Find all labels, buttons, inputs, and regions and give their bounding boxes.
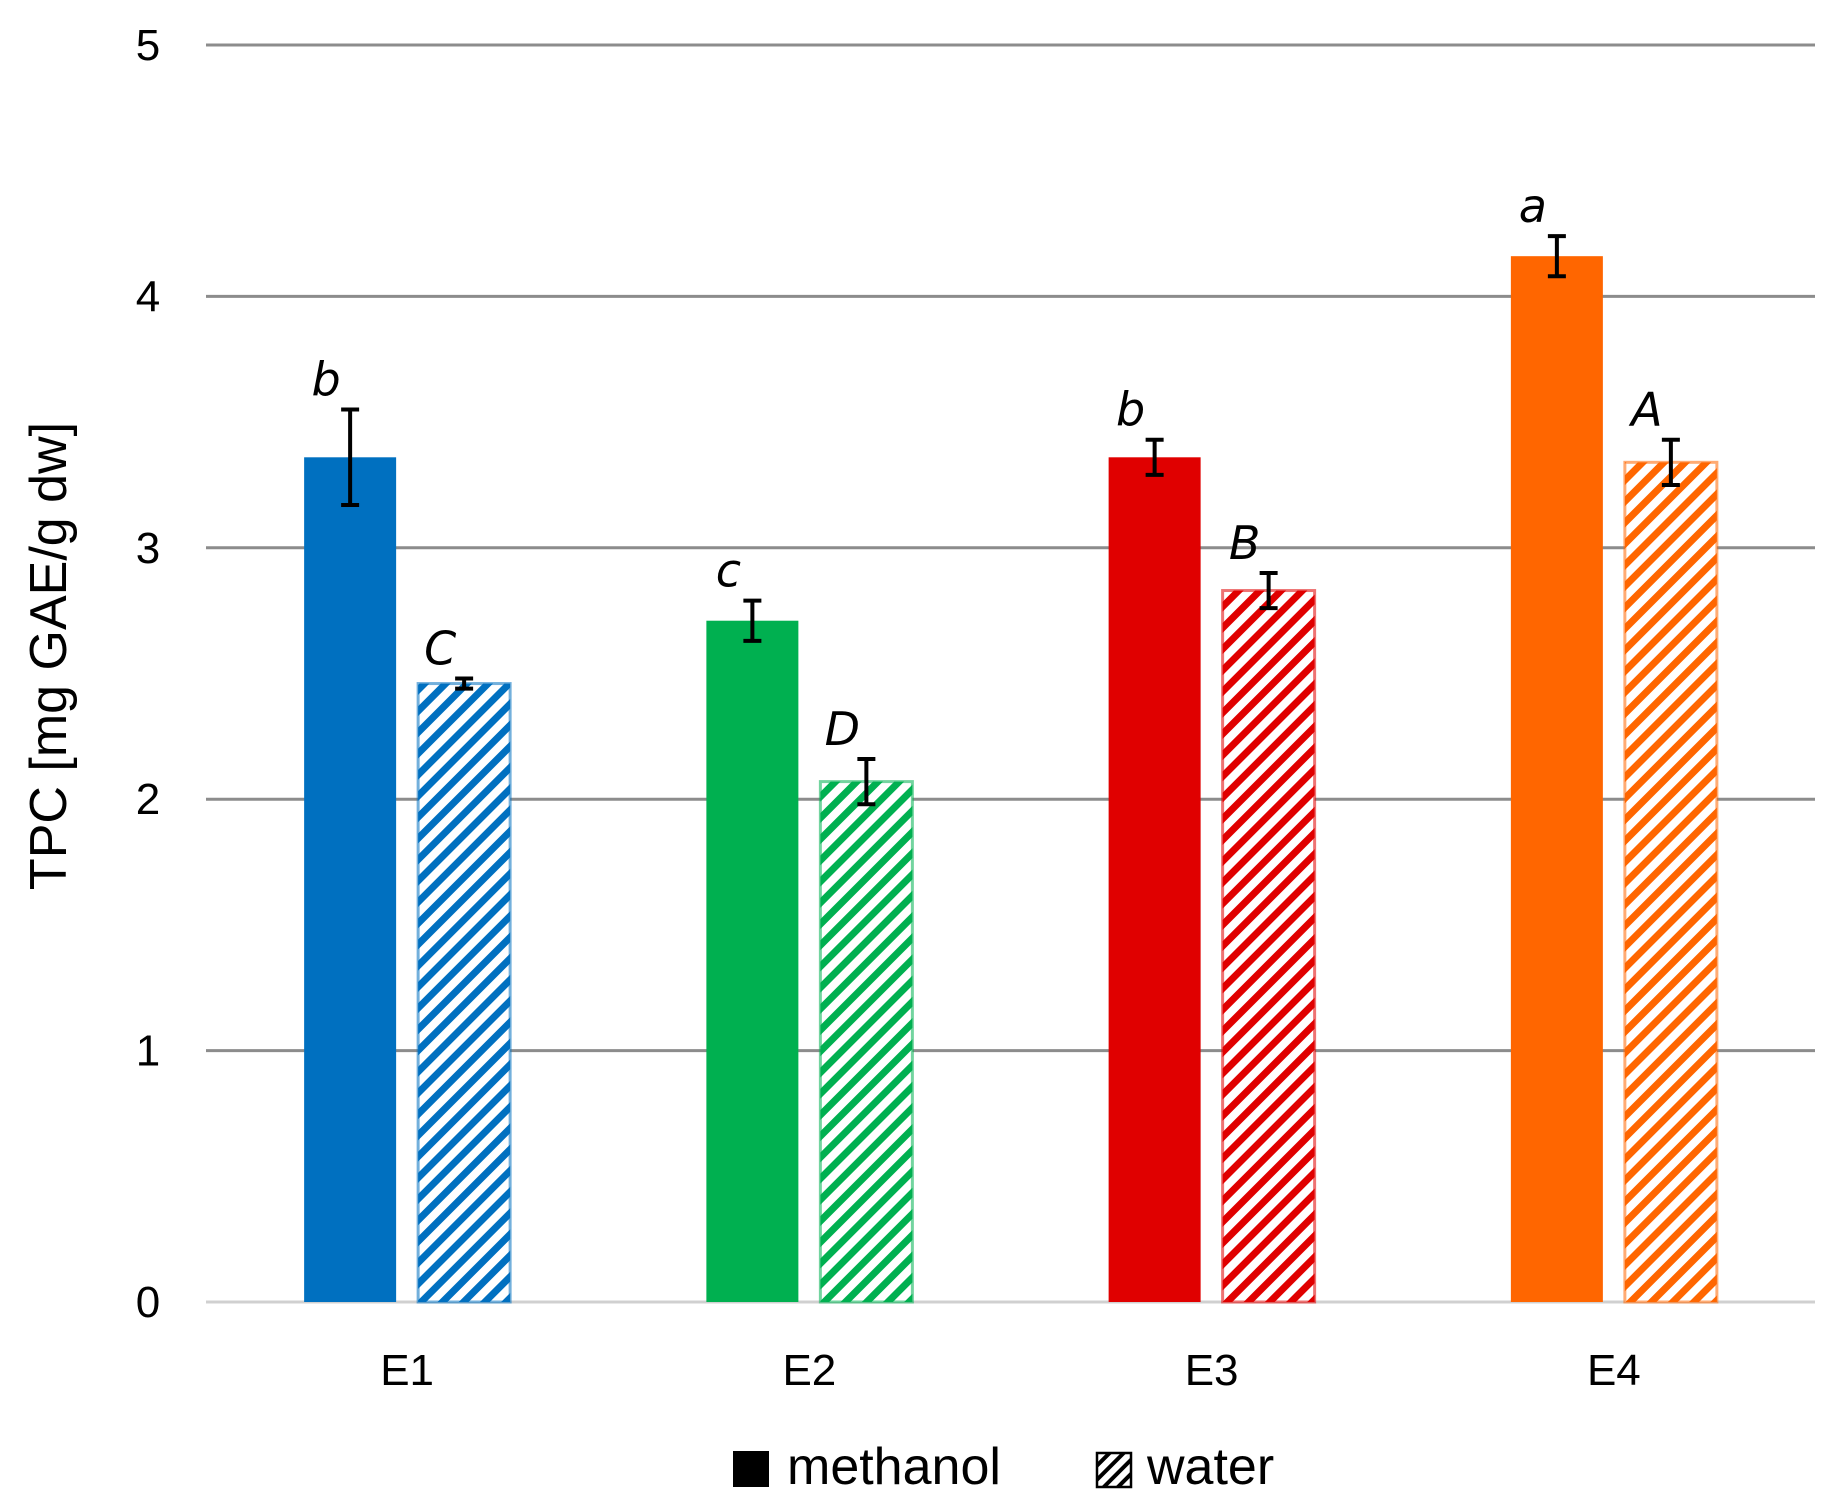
significance-letters: b Cc Db Ba A (312, 179, 1663, 756)
legend-swatch-methanol (733, 1451, 769, 1487)
error-bar-methanol-E3 (1145, 437, 1164, 477)
error-bar-water-E3 (1259, 570, 1278, 611)
error-bar-methanol-E4 (1547, 234, 1566, 279)
significance-letter-methanol-E3: b (1116, 383, 1145, 437)
significance-letter-water-E1: C (424, 622, 456, 676)
y-tick-label: 5 (136, 21, 160, 70)
bar-methanol-E1 (304, 457, 397, 1302)
x-axis-ticks: E1 E2 E3 E4 (380, 1346, 1641, 1395)
error-bar-methanol-E2 (743, 598, 762, 643)
bars (304, 256, 1719, 1304)
bar-water-E1 (416, 682, 512, 1304)
y-tick-label: 0 (136, 1278, 160, 1327)
significance-letter-water-E3: B (1229, 516, 1261, 570)
legend-swatch-water (1095, 1451, 1133, 1489)
y-tick-label: 1 (136, 1027, 160, 1076)
x-tick-label-E4: E4 (1587, 1346, 1641, 1395)
legend-label-methanol: methanol (787, 1438, 1001, 1496)
significance-letter-methanol-E2: c (716, 544, 741, 598)
error-bar-methanol-E1 (341, 407, 360, 508)
bar-water-E2 (818, 780, 914, 1304)
bar-methanol-E2 (706, 620, 799, 1302)
bar-methanol-E4 (1510, 256, 1603, 1302)
error-bar-water-E2 (857, 756, 876, 807)
y-tick-label: 4 (136, 272, 160, 321)
bar-methanol-E3 (1108, 457, 1201, 1302)
significance-letter-water-E2: D (825, 702, 860, 756)
bar-water-E4 (1623, 460, 1719, 1304)
bar-water-E3 (1221, 589, 1317, 1304)
significance-letter-methanol-E1: b (312, 353, 341, 407)
error-bars (341, 234, 1680, 807)
significance-letter-water-E4: A (1628, 383, 1662, 437)
legend-label-water: water (1146, 1438, 1274, 1496)
significance-letter-methanol-E4: a (1519, 179, 1547, 233)
error-bar-water-E1 (455, 676, 474, 691)
x-tick-label-E3: E3 (1185, 1346, 1239, 1395)
y-tick-label: 3 (136, 524, 160, 573)
y-axis-title: TPC [mg GAE/g dw] (20, 422, 78, 890)
error-bar-water-E4 (1661, 437, 1680, 487)
y-axis-ticks: 0 1 2 3 4 5 (136, 21, 160, 1327)
x-tick-label-E2: E2 (782, 1346, 836, 1395)
x-tick-label-E1: E1 (380, 1346, 434, 1395)
legend: methanol water (733, 1438, 1274, 1496)
y-tick-label: 2 (136, 775, 160, 824)
